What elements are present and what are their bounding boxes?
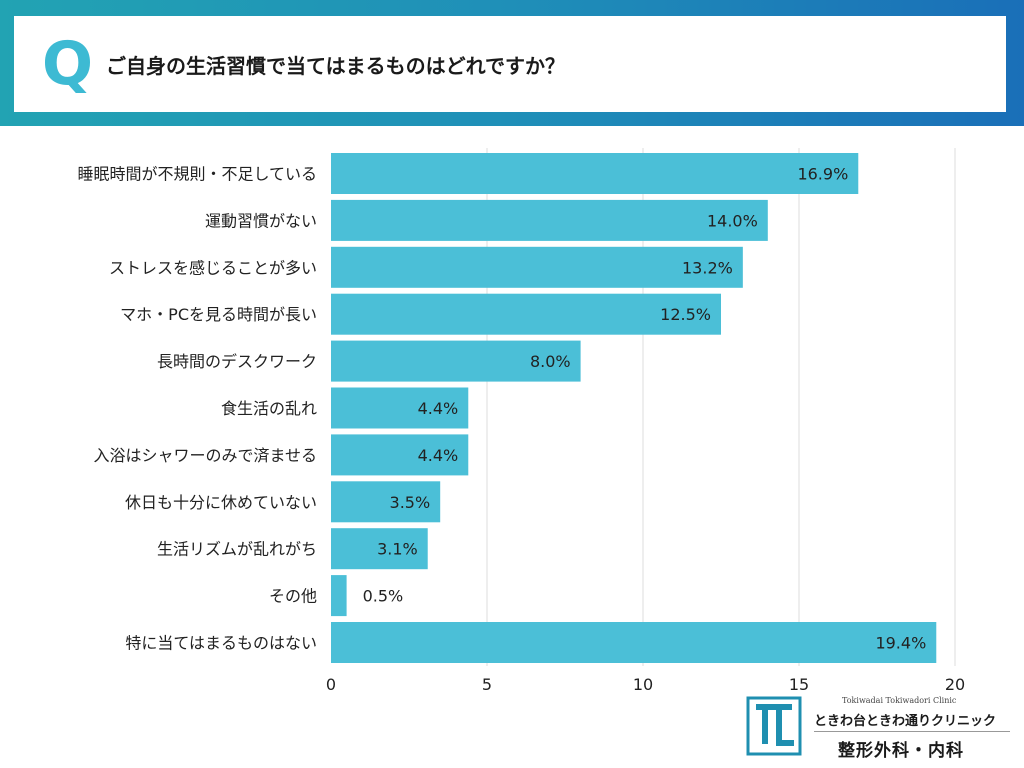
question-card: Q ご自身の生活習慣で当てはまるものはどれですか？ bbox=[14, 16, 1006, 112]
category-label: 生活リズムが乱れがち bbox=[157, 540, 317, 559]
category-label: 特に当てはまるものはない bbox=[125, 634, 317, 653]
question-title: ご自身の生活習慣で当てはまるものはどれですか？ bbox=[106, 54, 565, 78]
x-tick-label: 20 bbox=[945, 675, 965, 694]
x-tick-label: 5 bbox=[482, 675, 492, 694]
value-label: 0.5% bbox=[363, 587, 404, 606]
header-banner: Q ご自身の生活習慣で当てはまるものはどれですか？ bbox=[0, 0, 1024, 126]
value-label: 4.4% bbox=[418, 446, 459, 465]
value-label: 3.1% bbox=[377, 540, 418, 559]
value-label: 14.0% bbox=[707, 211, 758, 230]
category-label: マホ・PCを見る時間が長い bbox=[120, 305, 317, 324]
value-label: 16.9% bbox=[797, 165, 848, 184]
value-label: 12.5% bbox=[660, 305, 711, 324]
bar bbox=[331, 340, 581, 382]
bars bbox=[331, 153, 937, 663]
value-label: 13.2% bbox=[682, 258, 733, 277]
x-axis-ticks: 0 5 10 15 20 bbox=[326, 675, 965, 694]
x-tick-label: 15 bbox=[789, 675, 809, 694]
clinic-name-jp: ときわ台ときわ通りクリニック bbox=[814, 714, 997, 729]
category-label: 運動習慣がない bbox=[205, 211, 317, 230]
category-label: ストレスを感じることが多い bbox=[109, 258, 317, 277]
clinic-logo: Tokiwadai Tokiwadori Clinic ときわ台ときわ通りクリニ… bbox=[746, 694, 1016, 762]
x-tick-label: 0 bbox=[326, 675, 336, 694]
bar bbox=[331, 575, 347, 617]
x-tick-label: 10 bbox=[633, 675, 653, 694]
bar bbox=[331, 387, 469, 429]
category-label: その他 bbox=[269, 587, 317, 606]
logo-divider bbox=[814, 731, 1010, 732]
bar bbox=[331, 481, 441, 523]
value-label: 8.0% bbox=[530, 352, 571, 371]
bar bbox=[331, 434, 469, 476]
bar bbox=[331, 293, 721, 335]
bar bbox=[331, 246, 743, 288]
bar bbox=[331, 199, 768, 241]
bar-chart: 睡眠時間が不規則・不足している運動習慣がないストレスを感じることが多いマホ・PC… bbox=[77, 148, 965, 694]
category-labels: 睡眠時間が不規則・不足している運動習慣がないストレスを感じることが多いマホ・PC… bbox=[77, 165, 317, 653]
bar bbox=[331, 622, 937, 663]
category-label: 入浴はシャワーのみで済ませる bbox=[93, 446, 317, 465]
category-label: 長時間のデスクワーク bbox=[157, 352, 317, 371]
clinic-name-en: Tokiwadai Tokiwadori Clinic bbox=[842, 696, 957, 705]
value-label: 19.4% bbox=[875, 634, 926, 653]
clinic-logo-mark-icon bbox=[746, 696, 802, 756]
bar bbox=[331, 153, 859, 194]
bar bbox=[331, 528, 428, 570]
category-label: 食生活の乱れ bbox=[221, 399, 317, 418]
value-labels: 16.9% 14.0% 13.2% 12.5% 8.0% 4.4% 4.4% 3.5% 3.1%… bbox=[363, 165, 927, 653]
category-label: 休日も十分に休めていない bbox=[125, 493, 317, 512]
category-label: 睡眠時間が不規則・不足している bbox=[77, 165, 317, 184]
value-label: 4.4% bbox=[418, 399, 459, 418]
value-label: 3.5% bbox=[390, 493, 431, 512]
q-mark: Q bbox=[42, 29, 94, 99]
clinic-departments: 整形外科・内科 bbox=[838, 741, 964, 761]
